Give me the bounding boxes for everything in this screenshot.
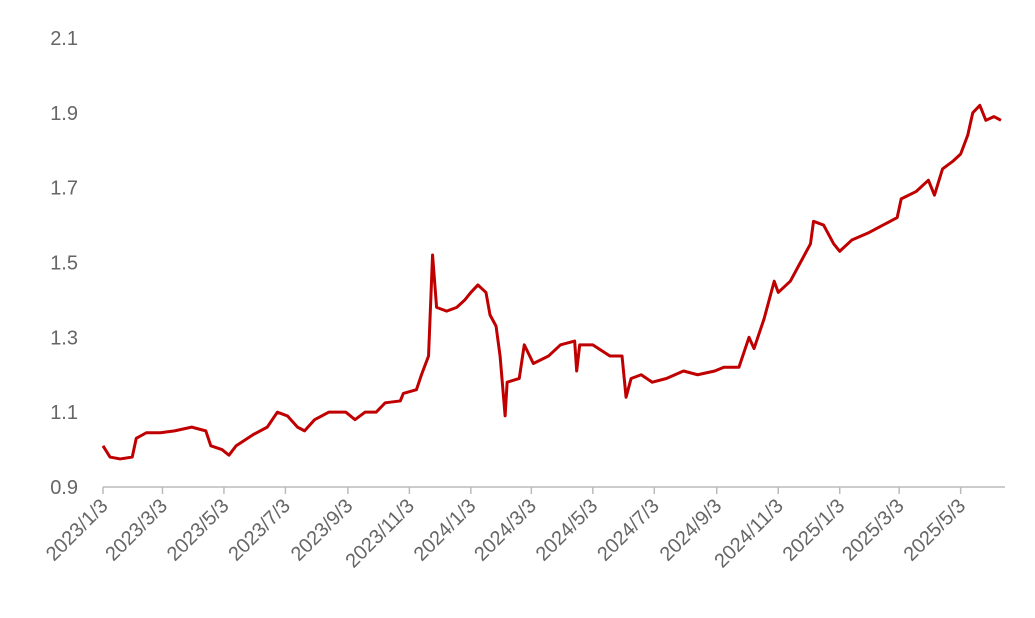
x-tick-label: 2024/1/3 [410,495,481,566]
y-tick-label: 1.1 [50,402,78,424]
x-tick-label: 2024/7/3 [593,495,664,566]
y-tick-label: 1.9 [50,103,78,125]
series-line [101,103,1002,461]
x-tick-label: 2023/1/3 [42,495,113,566]
x-tick-label: 2023/3/3 [101,495,172,566]
y-tick-label: 1.3 [50,327,78,349]
y-tick-label: 1.5 [50,253,78,275]
y-tick-label: 0.9 [50,477,78,499]
y-tick-label: 2.1 [50,28,78,50]
x-tick-label: 2023/5/3 [163,495,234,566]
x-tick-label: 2025/3/3 [838,495,909,566]
x-tick-label: 2025/5/3 [900,495,971,566]
x-tick-label: 2024/3/3 [470,495,541,566]
x-tick-label: 2023/7/3 [224,495,295,566]
x-tick-label: 2025/1/3 [779,495,850,566]
y-tick-label: 1.7 [50,178,78,200]
x-tick-label: 2024/5/3 [532,495,603,566]
